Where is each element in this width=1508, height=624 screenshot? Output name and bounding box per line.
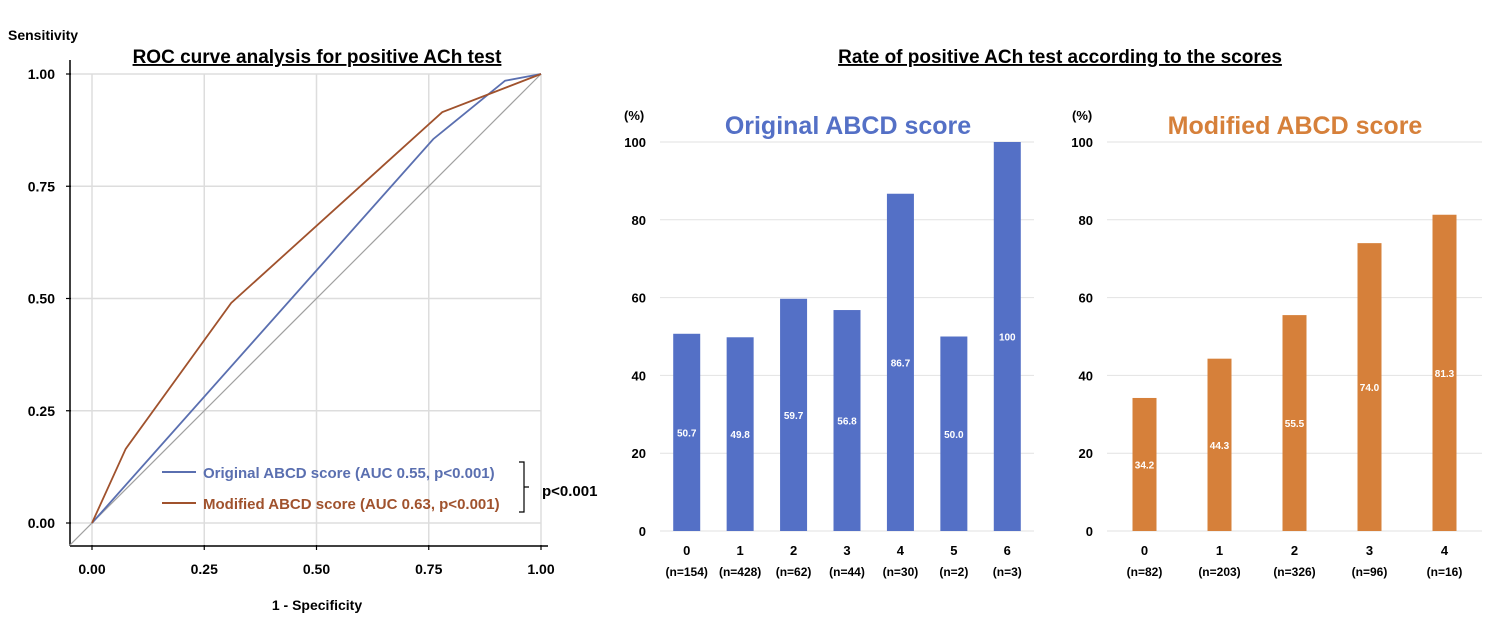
- legend-label-original: Original ABCD score (AUC 0.55, p<0.001): [203, 465, 495, 482]
- original-abcd-bar-chart: (%) Original ABCD score 02040608010050.7…: [624, 108, 1034, 579]
- bar-0: [673, 333, 701, 531]
- bar-category-label: 3: [843, 543, 850, 558]
- bar-1: [1207, 358, 1232, 531]
- bar-category-label: 2: [790, 543, 797, 558]
- roc-x-tick-label: 0.50: [303, 561, 330, 577]
- roc-gridlines: [70, 73, 542, 545]
- bar-category-label: 0: [683, 543, 690, 558]
- bar-value-label: 59.7: [784, 411, 804, 422]
- modified-chart-unit-label: (%): [1072, 108, 1092, 123]
- bar-category-label: 1: [1216, 543, 1223, 558]
- bar-4: [1432, 214, 1457, 532]
- roc-y-tick-label: 0.75: [28, 178, 55, 194]
- bar-value-label: 100: [999, 333, 1016, 344]
- roc-x-tick-label: 0.00: [78, 561, 105, 577]
- roc-chart-title: ROC curve analysis for positive ACh test: [133, 47, 503, 68]
- bar-count-label: (n=154): [666, 565, 708, 579]
- bar-count-label: (n=2): [939, 565, 968, 579]
- bar-value-label: 74.0: [1360, 383, 1380, 394]
- roc-series-lines: [69, 73, 542, 546]
- bar-3: [833, 310, 861, 531]
- legend-label-modified: Modified ABCD score (AUC 0.63, p<0.001): [203, 496, 500, 513]
- original-chart-title: Original ABCD score: [725, 112, 971, 140]
- bar-6: [993, 142, 1021, 531]
- bar-value-label: 55.5: [1285, 419, 1305, 430]
- roc-y-tick-label: 0.50: [28, 291, 55, 307]
- bar-category-label: 3: [1366, 543, 1373, 558]
- bar-value-label: 81.3: [1435, 369, 1455, 380]
- roc-chart: Sensitivity ROC curve analysis for posit…: [8, 27, 597, 613]
- bar-count-label: (n=203): [1198, 565, 1240, 579]
- bar-value-label: 49.8: [730, 430, 750, 441]
- modified-abcd-bar-chart: (%) Modified ABCD score 02040608010034.2…: [1071, 108, 1482, 579]
- roc-x-tick-label: 1.00: [527, 561, 554, 577]
- significance-pvalue: p<0.001: [542, 483, 597, 500]
- bar-y-tick-label: 80: [632, 213, 646, 228]
- bar-category-label: 5: [950, 543, 957, 558]
- bar-category-label: 4: [1441, 543, 1449, 558]
- modified-chart-title: Modified ABCD score: [1168, 112, 1423, 140]
- bar-4: [886, 193, 914, 531]
- roc-axes: [66, 60, 548, 550]
- bar-2: [780, 298, 808, 531]
- bar-category-label: 1: [737, 543, 744, 558]
- bar-y-tick-label: 0: [639, 524, 646, 539]
- bar-category-label: 0: [1141, 543, 1148, 558]
- bar-3: [1357, 243, 1382, 531]
- bar-count-label: (n=16): [1427, 565, 1463, 579]
- bar-y-tick-label: 0: [1086, 524, 1093, 539]
- bar-1: [726, 337, 754, 531]
- bar-y-tick-label: 60: [632, 291, 646, 306]
- bar-count-label: (n=326): [1273, 565, 1315, 579]
- bar-count-label: (n=82): [1127, 565, 1163, 579]
- bar-y-tick-label: 40: [1079, 368, 1093, 383]
- bar-value-label: 50.0: [944, 430, 964, 441]
- roc-y-axis-label: Sensitivity: [8, 27, 78, 43]
- bar-count-label: (n=30): [883, 565, 919, 579]
- bar-y-tick-label: 100: [1071, 135, 1093, 150]
- roc-y-tick-label: 0.00: [28, 515, 55, 531]
- bar-count-label: (n=428): [719, 565, 761, 579]
- bar-value-label: 56.8: [837, 417, 857, 428]
- roc-x-axis-label: 1 - Specificity: [272, 597, 362, 613]
- bar-count-label: (n=62): [776, 565, 812, 579]
- bar-count-label: (n=3): [993, 565, 1022, 579]
- roc-curve-original: [91, 73, 542, 524]
- roc-reference-diagonal: [69, 73, 542, 546]
- rates-section-title: Rate of positive ACh test according to t…: [838, 47, 1282, 68]
- original-chart-unit-label: (%): [624, 108, 644, 123]
- bar-count-label: (n=44): [829, 565, 865, 579]
- bar-y-tick-label: 80: [1079, 213, 1093, 228]
- bar-value-label: 34.2: [1135, 460, 1155, 471]
- bar-2: [1282, 315, 1307, 531]
- roc-curve-modified: [91, 73, 542, 524]
- bar-value-label: 86.7: [891, 358, 911, 369]
- roc-x-tick-label: 0.75: [415, 561, 442, 577]
- bar-category-label: 4: [897, 543, 905, 558]
- roc-legend: Original ABCD score (AUC 0.55, p<0.001) …: [162, 461, 597, 513]
- bar-y-tick-label: 40: [632, 368, 646, 383]
- roc-x-tick-label: 0.25: [191, 561, 218, 577]
- bar-y-tick-label: 60: [1079, 291, 1093, 306]
- bar-y-tick-label: 20: [632, 446, 646, 461]
- bar-category-label: 2: [1291, 543, 1298, 558]
- bar-category-label: 6: [1004, 543, 1011, 558]
- bar-value-label: 50.7: [677, 428, 697, 439]
- bar-count-label: (n=96): [1352, 565, 1388, 579]
- roc-y-tick-label: 1.00: [28, 66, 55, 82]
- bar-y-tick-label: 100: [624, 135, 646, 150]
- roc-y-tick-label: 0.25: [28, 403, 55, 419]
- bar-5: [940, 336, 968, 531]
- bar-y-tick-label: 20: [1079, 446, 1093, 461]
- significance-bracket: [519, 461, 529, 513]
- roc-tick-labels: 0.00 0.00 0.25 0.25 0.50 0.50 0.75 0.75 1.00 1.00: [28, 66, 555, 577]
- bar-value-label: 44.3: [1210, 441, 1230, 452]
- bar-0: [1132, 397, 1157, 531]
